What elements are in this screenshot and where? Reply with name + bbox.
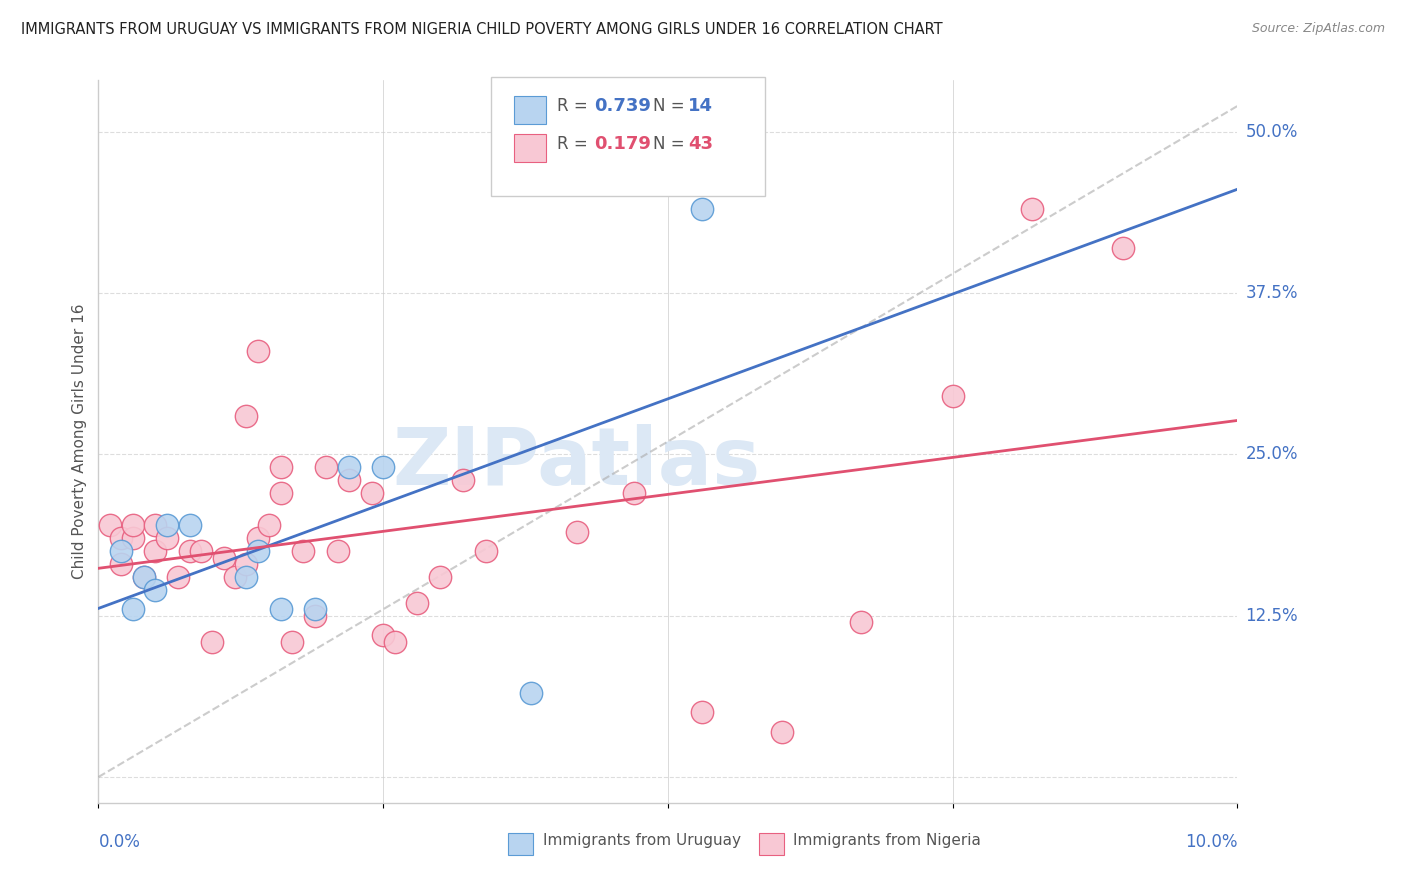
Point: [770, 724, 793, 739]
FancyBboxPatch shape: [515, 96, 546, 124]
Point: [270, 460, 292, 475]
Point: [179, 544, 201, 558]
Point: [429, 570, 451, 584]
Point: [235, 409, 257, 423]
Point: [623, 486, 645, 500]
Point: [270, 486, 292, 500]
Text: 0.739: 0.739: [593, 96, 651, 114]
Text: Immigrants from Nigeria: Immigrants from Nigeria: [793, 833, 981, 848]
Text: ZIPatlas: ZIPatlas: [392, 425, 761, 502]
Text: Source: ZipAtlas.com: Source: ZipAtlas.com: [1251, 22, 1385, 36]
Point: [690, 706, 713, 720]
Text: 50.0%: 50.0%: [1246, 123, 1298, 141]
Text: 37.5%: 37.5%: [1246, 285, 1298, 302]
Point: [406, 596, 429, 610]
Point: [201, 634, 224, 648]
Point: [451, 473, 474, 487]
Point: [235, 557, 257, 571]
Y-axis label: Child Poverty Among Girls Under 16: Child Poverty Among Girls Under 16: [72, 304, 87, 579]
Point: [1021, 202, 1043, 217]
Point: [337, 473, 360, 487]
Point: [224, 570, 246, 584]
Text: 0.0%: 0.0%: [98, 833, 141, 851]
Point: [474, 544, 496, 558]
Point: [145, 582, 167, 597]
Point: [98, 518, 121, 533]
Text: 43: 43: [689, 135, 713, 153]
Point: [270, 602, 292, 616]
Point: [179, 518, 201, 533]
Point: [121, 518, 143, 533]
Point: [190, 544, 212, 558]
Point: [360, 486, 382, 500]
Point: [145, 518, 167, 533]
Point: [690, 202, 713, 217]
Text: 10.0%: 10.0%: [1185, 833, 1237, 851]
Text: 25.0%: 25.0%: [1246, 445, 1298, 464]
Point: [565, 524, 588, 539]
Point: [520, 686, 543, 700]
Text: 12.5%: 12.5%: [1246, 607, 1298, 624]
Point: [281, 634, 304, 648]
Point: [121, 602, 143, 616]
Point: [1112, 241, 1135, 255]
Point: [259, 518, 281, 533]
Point: [167, 570, 190, 584]
FancyBboxPatch shape: [491, 77, 765, 196]
Text: N =: N =: [652, 96, 690, 114]
Point: [337, 460, 360, 475]
Text: N =: N =: [652, 135, 690, 153]
Text: R =: R =: [557, 135, 593, 153]
Point: [121, 531, 143, 545]
Text: IMMIGRANTS FROM URUGUAY VS IMMIGRANTS FROM NIGERIA CHILD POVERTY AMONG GIRLS UND: IMMIGRANTS FROM URUGUAY VS IMMIGRANTS FR…: [21, 22, 942, 37]
Point: [145, 544, 167, 558]
Point: [246, 531, 269, 545]
FancyBboxPatch shape: [515, 135, 546, 162]
Text: Immigrants from Uruguay: Immigrants from Uruguay: [543, 833, 741, 848]
Point: [304, 608, 326, 623]
Point: [212, 550, 235, 565]
Point: [373, 460, 395, 475]
Point: [315, 460, 337, 475]
Point: [235, 570, 257, 584]
Point: [110, 531, 132, 545]
Point: [326, 544, 349, 558]
Point: [292, 544, 315, 558]
Point: [110, 557, 132, 571]
Point: [384, 634, 406, 648]
Point: [246, 344, 269, 359]
Text: R =: R =: [557, 96, 593, 114]
Point: [373, 628, 395, 642]
FancyBboxPatch shape: [509, 833, 533, 855]
Point: [132, 570, 155, 584]
Text: 14: 14: [689, 96, 713, 114]
Point: [304, 602, 326, 616]
Point: [156, 531, 179, 545]
Point: [851, 615, 873, 630]
Point: [942, 389, 965, 403]
Point: [132, 570, 155, 584]
Point: [246, 544, 269, 558]
Text: 0.179: 0.179: [593, 135, 651, 153]
Point: [110, 544, 132, 558]
Point: [156, 518, 179, 533]
FancyBboxPatch shape: [759, 833, 785, 855]
